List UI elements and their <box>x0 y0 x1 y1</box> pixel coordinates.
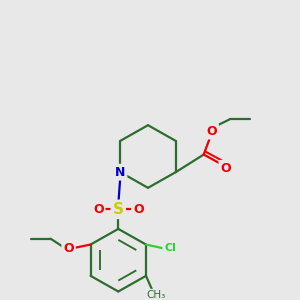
Text: O: O <box>133 203 144 216</box>
Text: O: O <box>63 242 74 255</box>
Text: S: S <box>113 202 124 217</box>
Text: CH₃: CH₃ <box>146 290 166 300</box>
Text: N: N <box>115 166 125 179</box>
Text: O: O <box>93 203 104 216</box>
Text: O: O <box>220 162 231 175</box>
Text: O: O <box>206 124 217 138</box>
Text: Cl: Cl <box>164 244 176 254</box>
